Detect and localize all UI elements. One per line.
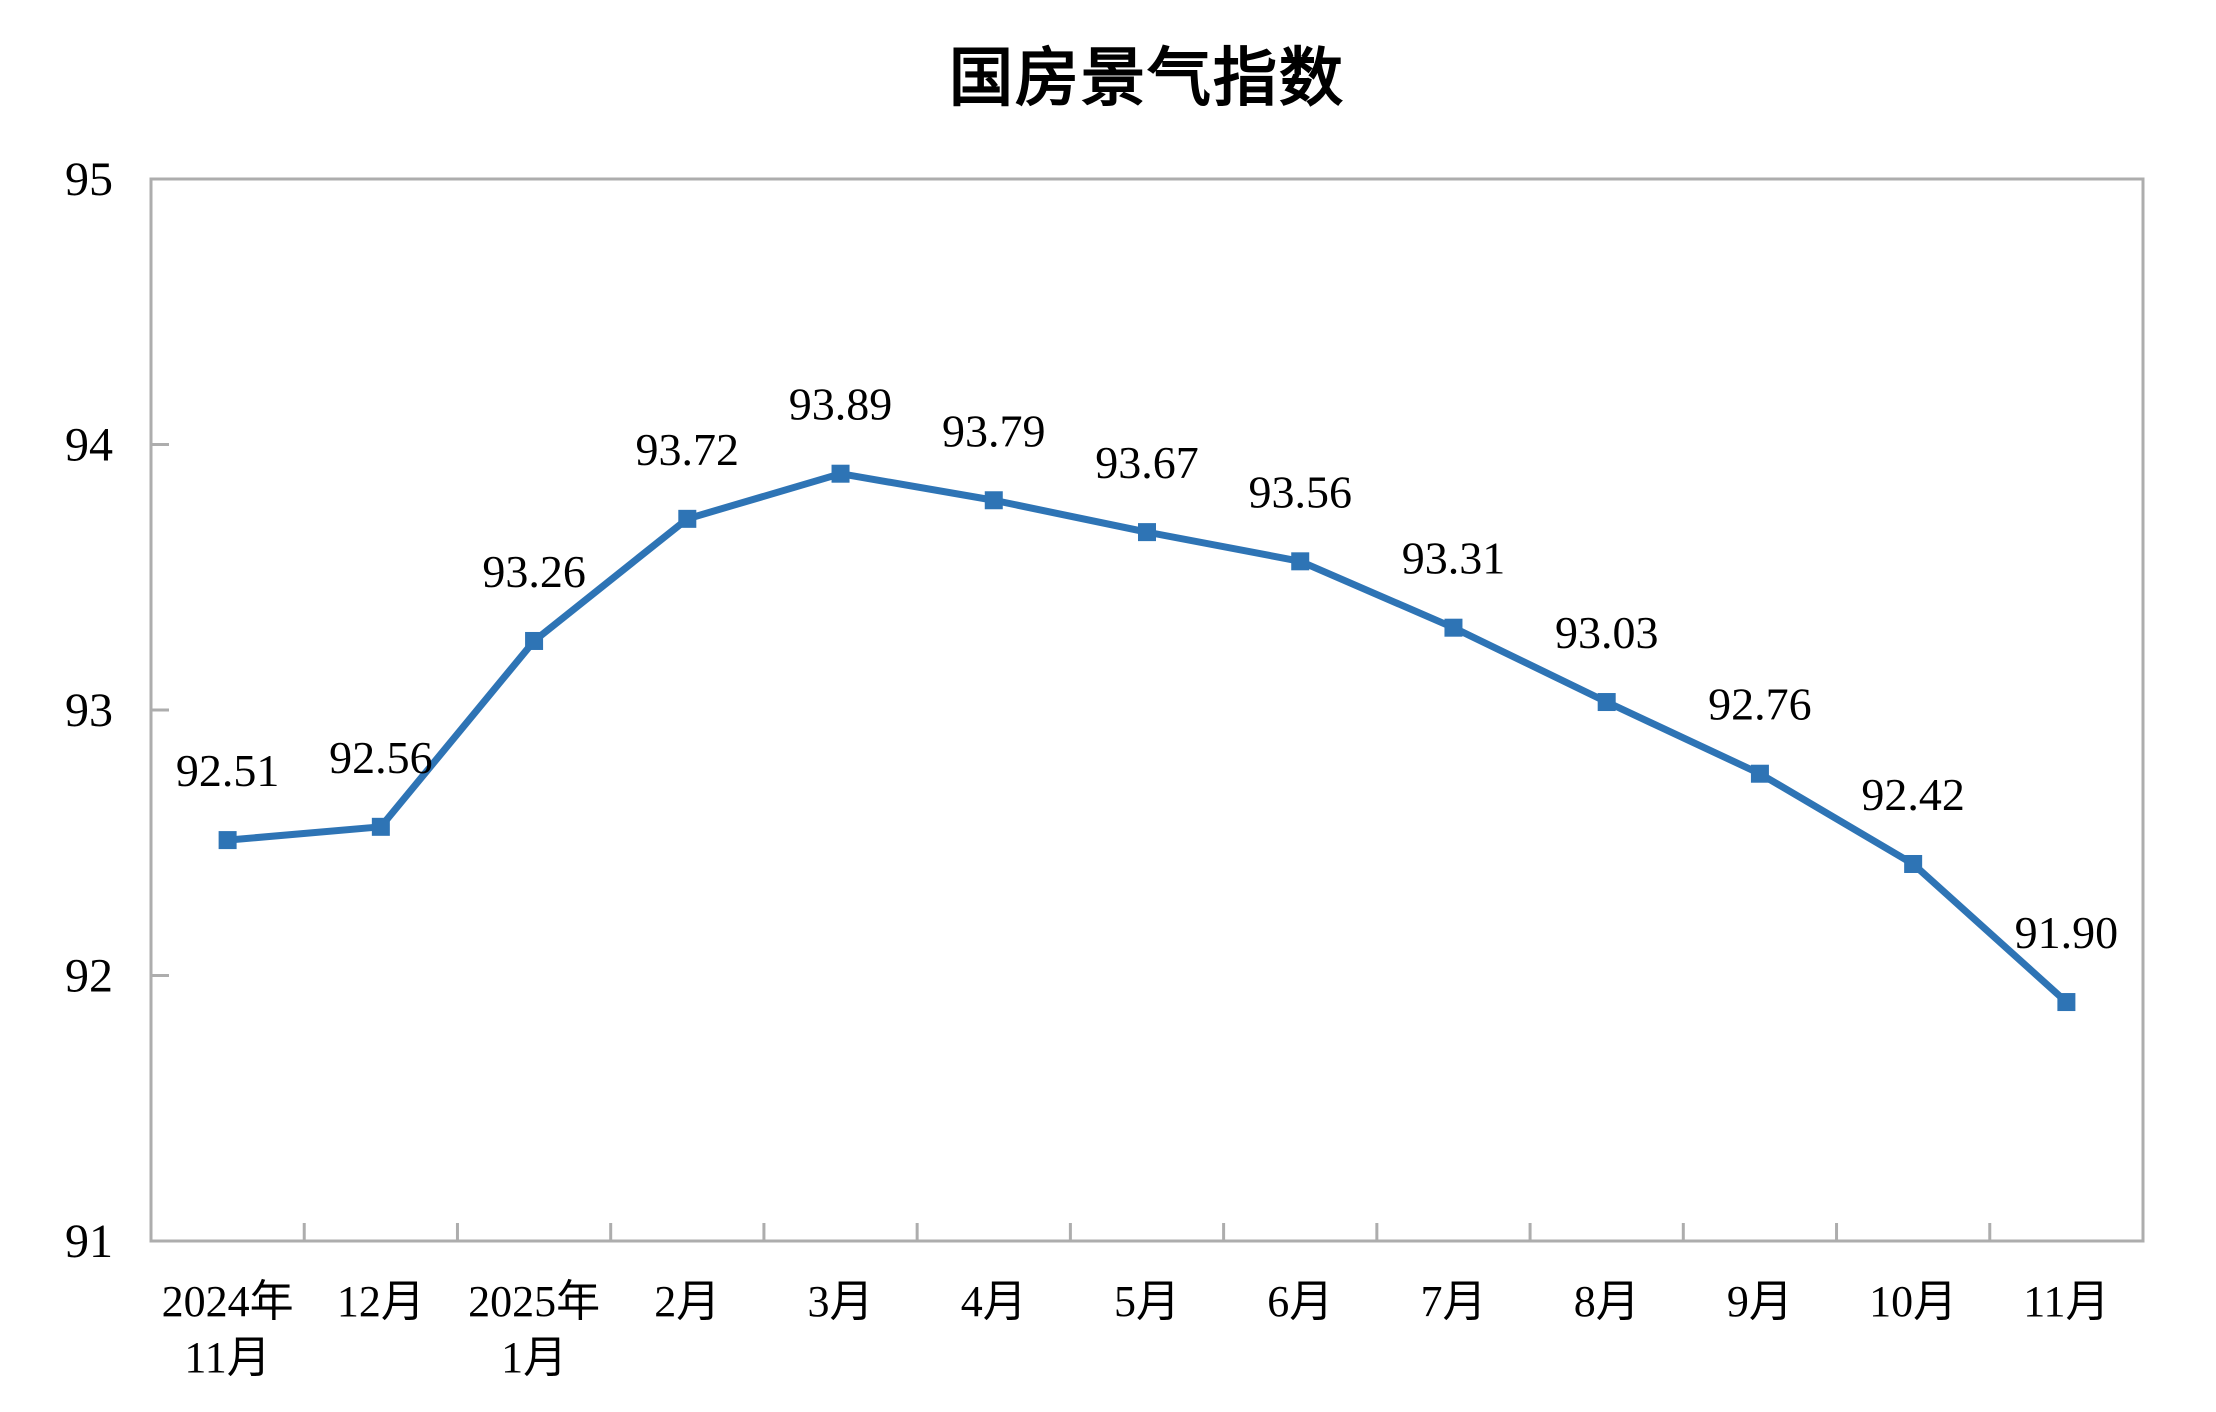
- data-point-marker: [1750, 764, 1769, 783]
- data-point-marker: [1597, 693, 1616, 712]
- data-label: 93.26: [482, 546, 586, 597]
- y-axis-tick-label: 92: [65, 950, 113, 1003]
- data-point-marker: [831, 464, 850, 483]
- data-point-marker: [984, 491, 1003, 510]
- x-axis-label: 5月: [1114, 1277, 1180, 1326]
- data-label: 92.76: [1708, 679, 1812, 730]
- data-label: 91.90: [2015, 907, 2119, 958]
- data-label: 93.31: [1402, 533, 1506, 584]
- data-point-marker: [1444, 618, 1463, 637]
- data-label: 93.79: [942, 405, 1046, 456]
- data-label: 92.51: [176, 745, 280, 796]
- y-axis-tick-label: 94: [65, 419, 113, 472]
- data-label: 93.03: [1555, 607, 1659, 658]
- x-axis-label: 11月: [2023, 1277, 2109, 1326]
- x-axis-label: 3月: [808, 1277, 874, 1326]
- data-point-marker: [1138, 523, 1156, 542]
- data-label: 92.56: [329, 732, 433, 783]
- x-axis-label: 6月: [1267, 1277, 1333, 1326]
- y-axis-tick-label: 95: [65, 153, 113, 206]
- x-axis-label: 10月: [1869, 1277, 1957, 1326]
- data-label: 92.42: [1861, 769, 1965, 820]
- data-label: 93.72: [636, 424, 740, 475]
- y-axis-tick-label: 93: [65, 684, 113, 737]
- x-axis-label: 8月: [1574, 1277, 1640, 1326]
- data-point-marker: [1904, 854, 1923, 873]
- x-axis-label: 2025年 1月: [468, 1277, 600, 1382]
- data-point-marker: [371, 817, 390, 836]
- y-axis-tick-label: 91: [65, 1215, 113, 1268]
- data-point-marker: [2057, 993, 2076, 1012]
- data-label: 93.67: [1095, 437, 1199, 488]
- x-axis-label: 9月: [1727, 1277, 1793, 1326]
- x-axis-label: 2月: [654, 1277, 720, 1326]
- x-axis-label: 7月: [1420, 1277, 1486, 1326]
- data-label: 93.89: [789, 379, 893, 430]
- chart-title: 国房景气指数: [949, 43, 1345, 114]
- data-label: 93.56: [1248, 466, 1352, 517]
- x-axis-label: 2024年 11月: [162, 1277, 294, 1382]
- data-point-marker: [678, 509, 697, 528]
- plot-area-border: [149, 177, 2145, 1243]
- x-axis-label: 4月: [961, 1277, 1027, 1326]
- data-point-marker: [218, 831, 237, 850]
- data-point-marker: [1291, 552, 1310, 571]
- x-axis-label: 12月: [337, 1277, 425, 1326]
- data-point-marker: [525, 631, 544, 650]
